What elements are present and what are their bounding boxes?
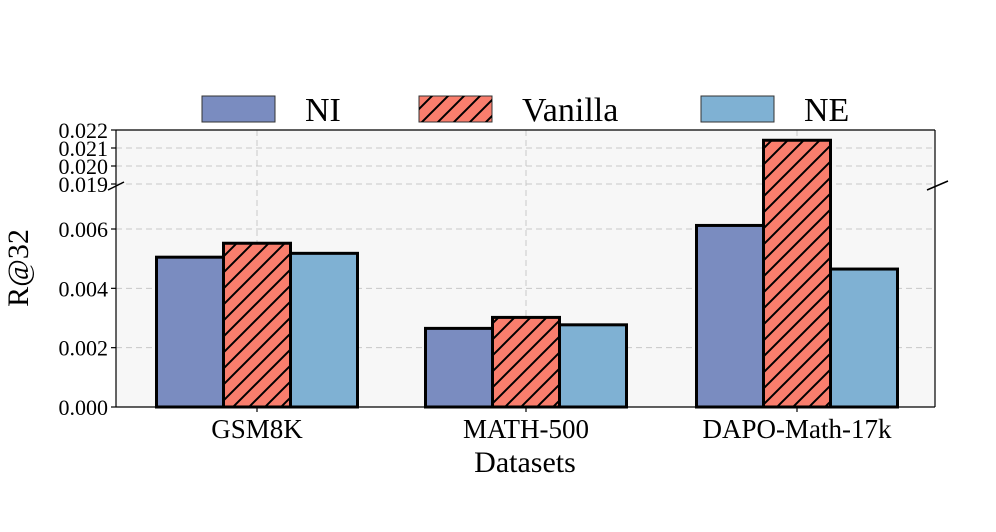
legend-label: NI	[305, 92, 341, 129]
bar-ni-dapo-math-17k	[695, 223, 765, 409]
bar-hatch	[223, 243, 291, 407]
axis-break-mark-left	[107, 181, 125, 191]
bar-vanilla-gsm8k	[222, 241, 292, 409]
y-tick-label: 0.021	[59, 136, 109, 161]
legend: NI Vanilla NE	[201, 92, 849, 129]
bar-fill	[156, 257, 224, 407]
legend-entry-vanilla: Vanilla	[418, 92, 618, 129]
legend-swatch	[700, 95, 775, 123]
plot-frame	[107, 129, 949, 408]
x-axis-ticks: GSM8K MATH-500 DAPO-Math-17k	[211, 407, 892, 444]
bar-hatch	[492, 317, 560, 407]
bar-ne-dapo-math-17k	[829, 267, 899, 409]
x-axis-title: Datasets	[474, 446, 576, 479]
y-tick-label: 0.002	[59, 336, 109, 361]
bar-vanilla-dapo-math-17k	[762, 138, 832, 409]
bar-ne-math-500	[558, 323, 628, 409]
bar-fill	[290, 253, 358, 407]
y-tick-label: 0.019	[59, 172, 109, 197]
y-tick-label: 0.000	[59, 395, 109, 420]
x-tick-label: DAPO-Math-17k	[703, 414, 892, 444]
bar-vanilla-math-500	[491, 315, 561, 409]
y-tick-label: 0.022	[59, 118, 109, 143]
bar-ni-gsm8k	[155, 255, 225, 409]
legend-swatch-hatch	[419, 96, 492, 122]
legend-entry-ni: NI	[201, 92, 341, 129]
bar-fill	[559, 324, 627, 407]
x-tick-label: GSM8K	[211, 414, 303, 444]
bar-hatch	[763, 140, 831, 407]
y-axis-title: R@32	[2, 229, 35, 307]
y-tick-label: 0.020	[59, 154, 109, 179]
legend-label: NE	[804, 92, 849, 129]
y-tick-label: 0.004	[59, 276, 109, 301]
axis-break-mark-right	[926, 180, 949, 191]
bar-fill	[425, 328, 493, 407]
bars	[155, 138, 899, 409]
legend-swatch	[201, 95, 276, 123]
y-tick-label: 0.006	[59, 217, 109, 242]
bar-fill	[830, 269, 898, 407]
legend-entry-ne: NE	[700, 92, 849, 129]
x-tick-label: MATH-500	[463, 414, 589, 444]
bar-ni-math-500	[424, 326, 494, 409]
legend-label: Vanilla	[522, 92, 618, 129]
bar-fill	[696, 225, 764, 407]
bar-ne-gsm8k	[289, 251, 359, 409]
